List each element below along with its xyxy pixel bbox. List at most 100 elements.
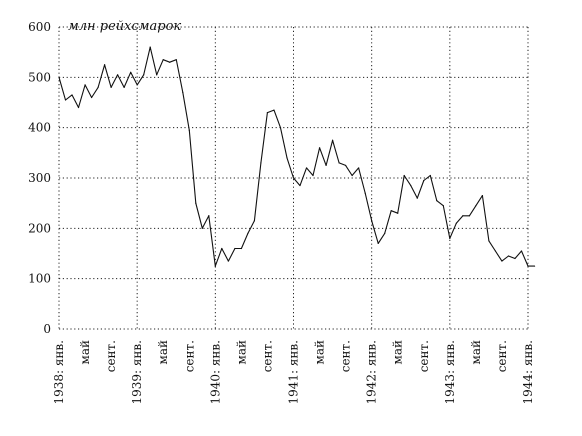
data-point	[416, 197, 418, 199]
data-point	[494, 250, 497, 252]
data-point	[312, 174, 314, 177]
data-point	[136, 84, 138, 86]
data-point	[247, 232, 249, 234]
data-point	[514, 257, 516, 260]
data-point	[299, 184, 301, 187]
data-point	[377, 242, 379, 245]
x-tick-label: 1943: янв.	[443, 340, 457, 405]
data-point	[110, 86, 112, 88]
data-point	[77, 106, 80, 109]
data-point	[468, 215, 470, 217]
data-point	[130, 71, 132, 73]
x-tick-label: сент.	[417, 340, 431, 372]
y-tick-label: 200	[28, 221, 51, 235]
x-tick-label: май	[313, 340, 327, 365]
data-point	[286, 157, 288, 159]
x-tick-label: май	[78, 340, 92, 365]
data-point	[351, 174, 353, 177]
x-tick-label: 1938: янв.	[52, 340, 66, 405]
data-point	[195, 202, 197, 204]
data-point	[234, 247, 236, 250]
data-point	[149, 46, 151, 48]
data-point	[97, 86, 99, 88]
data-point	[279, 127, 282, 129]
data-point	[358, 167, 360, 169]
data-point	[371, 220, 373, 222]
data-point	[162, 59, 164, 61]
data-point	[90, 96, 93, 99]
grid-lines	[58, 26, 529, 330]
x-tick-label: сент.	[260, 340, 274, 372]
data-point	[475, 205, 477, 207]
data-point	[507, 255, 510, 257]
data-point	[403, 174, 405, 177]
data-point	[188, 129, 190, 131]
data-point	[449, 237, 451, 239]
x-tick-label: 1944: янв.	[521, 340, 535, 405]
data-point	[84, 84, 86, 86]
data-point	[462, 215, 464, 217]
data-point	[273, 109, 275, 111]
data-point	[208, 215, 210, 217]
x-tick-label: май	[391, 340, 405, 365]
data-point	[253, 220, 256, 222]
data-point	[501, 260, 503, 262]
data-point	[488, 240, 490, 242]
data-point	[331, 139, 334, 141]
data-point	[214, 265, 216, 267]
y-tick-label: 0	[43, 322, 51, 336]
data-point	[455, 222, 457, 224]
data-point	[71, 94, 73, 96]
data-point	[201, 227, 203, 229]
data-point	[305, 167, 308, 169]
data-point	[364, 192, 366, 194]
data-point	[175, 59, 177, 61]
data-point	[266, 111, 269, 114]
series-layer	[58, 46, 536, 267]
data-point	[533, 265, 536, 267]
data-point	[260, 162, 262, 164]
data-point	[318, 147, 321, 149]
data-point	[182, 91, 184, 94]
data-point	[117, 74, 119, 76]
data-point	[520, 250, 523, 252]
data-point	[423, 179, 425, 182]
data-point	[436, 200, 438, 202]
x-tick-label: 1939: янв.	[130, 340, 144, 405]
x-tick-label: май	[234, 340, 248, 365]
data-point	[156, 74, 158, 76]
data-point	[123, 86, 125, 88]
x-tick-label: май	[469, 340, 483, 365]
data-point	[143, 74, 145, 76]
y-tick-label: 400	[28, 121, 51, 135]
data-point	[338, 162, 340, 164]
x-tick-label: сент.	[104, 340, 118, 372]
y-tick-label: 500	[28, 70, 51, 84]
x-tick-label: сент.	[495, 340, 509, 372]
data-point	[397, 212, 399, 214]
y-tick-label: 600	[28, 20, 51, 34]
data-point	[325, 164, 327, 167]
x-tick-label: май	[156, 340, 170, 365]
data-point	[221, 247, 223, 250]
x-tick-label: сент.	[182, 340, 196, 372]
data-point	[527, 265, 529, 267]
y-tick-labels: 0 100 200 300 400 500 600	[28, 20, 51, 336]
data-point	[169, 61, 171, 63]
data-point	[103, 64, 106, 66]
data-point	[345, 164, 347, 167]
y-tick-label: 100	[28, 272, 51, 286]
data-point	[227, 260, 229, 262]
x-tick-label: 1940: янв.	[208, 340, 222, 405]
data-point	[384, 232, 386, 234]
data-point	[442, 205, 444, 207]
data-point	[64, 99, 67, 101]
x-tick-label: 1942: янв.	[365, 340, 379, 405]
data-point	[429, 174, 431, 177]
data-point	[390, 210, 392, 212]
x-tick-label: сент.	[339, 340, 353, 372]
data-point	[410, 184, 412, 187]
data-point	[240, 247, 242, 250]
data-point	[58, 76, 60, 78]
